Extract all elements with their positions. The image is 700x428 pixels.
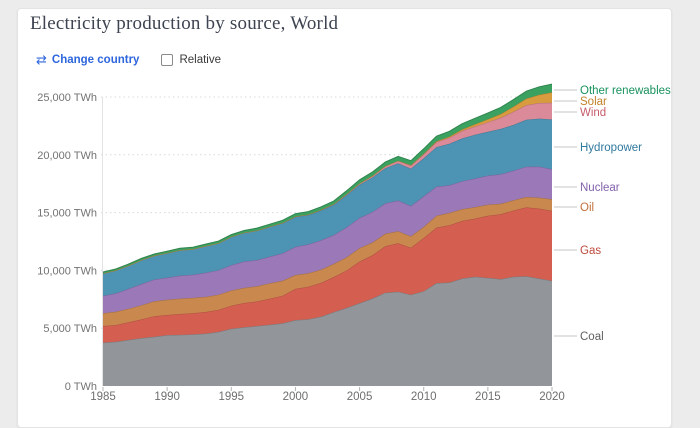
area-gas[interactable] [103, 207, 552, 343]
x-axis-tick-label: 2010 [411, 391, 437, 403]
swap-arrows-icon: ⇄ [36, 52, 47, 67]
chart-title: Electricity production by source, World [30, 13, 339, 34]
x-axis-tick-label: 1985 [90, 391, 116, 403]
relative-checkbox[interactable]: Relative [161, 54, 221, 66]
y-axis-tick-label: 5,000 TWh [43, 323, 97, 335]
x-axis-tick-label: 2005 [347, 391, 373, 403]
change-country-button[interactable]: ⇄ Change country [36, 52, 140, 67]
relative-label: Relative [179, 54, 222, 66]
legend-item-hydropower[interactable]: Hydropower [580, 142, 642, 154]
legend-item-nuclear[interactable]: Nuclear [580, 182, 620, 194]
legend-item-gas[interactable]: Gas [580, 245, 601, 257]
area-nuclear[interactable] [103, 166, 552, 314]
x-axis-tick-label: 2000 [283, 391, 309, 403]
legend-item-wind[interactable]: Wind [580, 107, 606, 119]
stacked-area-chart[interactable]: 0 TWh 5,000 TWh 10,000 TWh 15,000 TWh 20,000… [0, 0, 700, 412]
area-coal[interactable] [103, 276, 552, 386]
area-hydropower[interactable] [103, 118, 552, 296]
x-axis-tick-label: 2015 [475, 391, 501, 403]
legend-item-coal[interactable]: Coal [580, 331, 604, 343]
y-axis-tick-label: 15,000 TWh [37, 208, 97, 220]
legend-item-solar[interactable]: Solar [580, 96, 607, 108]
legend-item-oil[interactable]: Oil [580, 202, 594, 214]
x-axis-tick-label: 2020 [539, 391, 565, 403]
y-axis-tick-label: 10,000 TWh [37, 265, 97, 277]
x-axis-tick-label: 1995 [218, 391, 244, 403]
y-axis-tick-label: 0 TWh [65, 381, 97, 393]
area-border-other-renewables [102, 83, 553, 273]
area-wind[interactable] [103, 102, 552, 274]
chart-controls: ⇄ Change country Relative [36, 52, 221, 67]
x-axis-tick-label: 1990 [154, 391, 180, 403]
change-country-label: Change country [51, 54, 140, 66]
area-oil[interactable] [103, 197, 552, 326]
checkbox-icon [161, 54, 174, 66]
y-axis-tick-label: 25,000 TWh [37, 92, 97, 104]
legend-item-other-renewables[interactable]: Other renewables [580, 85, 671, 97]
y-axis-tick-label: 20,000 TWh [37, 150, 97, 162]
